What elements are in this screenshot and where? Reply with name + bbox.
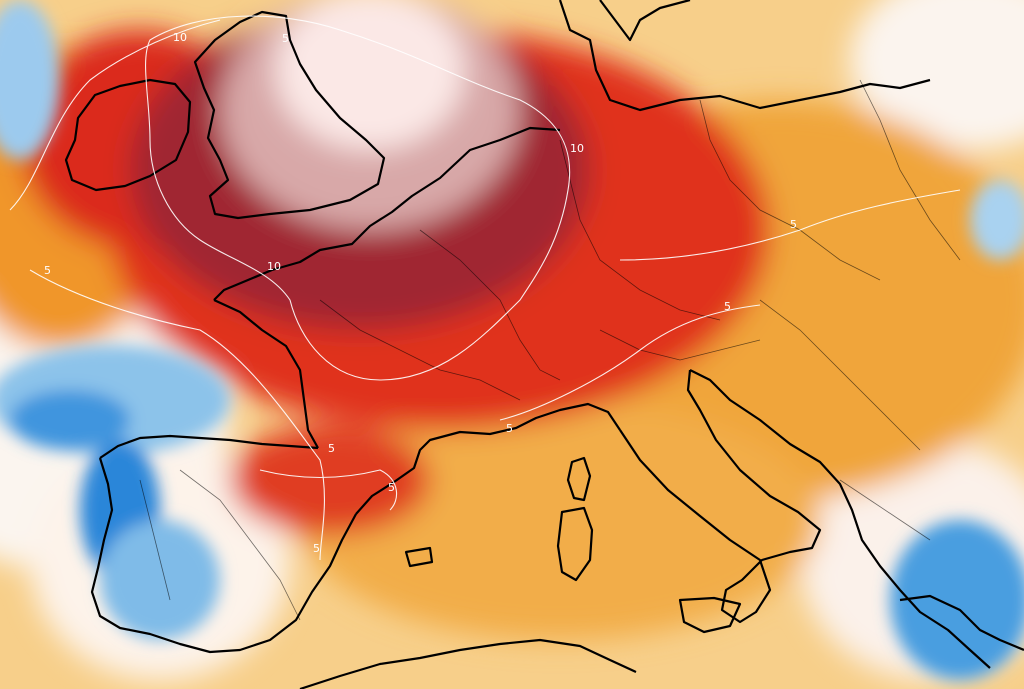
border-grid-7 — [859, 79, 961, 261]
coast-north-africa — [299, 638, 637, 689]
contour-5-spain — [259, 469, 398, 511]
border-grid-3 — [699, 99, 881, 281]
field-neutral-northeast — [850, 0, 1024, 150]
coast-spain-north — [99, 434, 319, 459]
contour-label: 10 — [267, 260, 281, 273]
contour-label: 5 — [506, 422, 513, 435]
coast-sicily — [678, 596, 742, 634]
coast-ireland — [64, 78, 192, 192]
border-grid-10 — [839, 479, 931, 541]
border-grid-1 — [419, 229, 561, 381]
coast-portugal — [90, 457, 357, 654]
contour-label: 5 — [790, 218, 797, 231]
border-grid-4 — [319, 299, 521, 401]
coast-scandinavia — [558, 0, 931, 112]
coastlines — [64, 0, 1024, 689]
contour-label: 5 — [313, 542, 320, 555]
border-grid-6 — [759, 299, 921, 451]
cold-greece — [890, 520, 1024, 680]
coast-adriatic — [689, 369, 991, 669]
coast-france-west — [213, 299, 319, 449]
border-grid-5 — [179, 469, 301, 621]
coast-great-britain — [193, 10, 386, 220]
contour-label: 5 — [328, 442, 335, 455]
border-grid-2 — [559, 139, 721, 321]
contour-5-outer — [9, 19, 325, 561]
field-hot-spain — [230, 425, 430, 535]
coast-sardinia — [556, 506, 594, 582]
contour-label: 5 — [282, 32, 289, 45]
coast-corsica — [566, 456, 592, 502]
contour-label: 5 — [724, 300, 731, 313]
contour-label: 5 — [388, 481, 395, 494]
contour-5-alps — [499, 304, 761, 421]
border-grid-8 — [599, 329, 761, 361]
coast-greece — [899, 594, 1024, 652]
borders — [139, 79, 961, 621]
contour-5-east — [619, 189, 961, 261]
border-grid-9 — [139, 479, 171, 601]
contour-label: 10 — [570, 142, 584, 155]
contour-label: 10 — [173, 31, 187, 44]
contour-10-north — [145, 15, 571, 381]
contour-labels: 10 10 10 5 5 5 5 5 5 5 5 — [44, 31, 797, 555]
coast-spain-east — [355, 402, 621, 515]
coast-continent-north — [213, 126, 561, 301]
contour-lines — [9, 15, 961, 561]
contour-label: 5 — [44, 264, 51, 277]
coast-balearics — [404, 546, 434, 568]
coast-italy — [619, 369, 822, 624]
cold-northwest — [0, 0, 60, 160]
cold-north-east — [970, 180, 1024, 260]
coast-norway — [599, 0, 691, 42]
field-extreme-core — [275, 0, 465, 150]
cold-biscay-core — [10, 390, 130, 450]
cold-iberia-west — [100, 520, 220, 640]
